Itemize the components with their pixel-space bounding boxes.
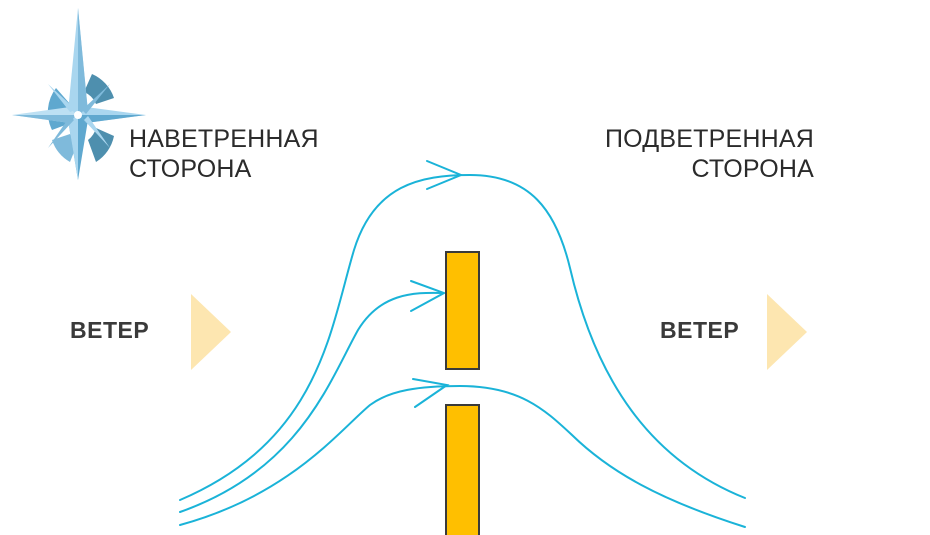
leeward-label-line1: ПОДВЕТРЕННАЯ — [604, 125, 814, 153]
streamline-bottom — [179, 384, 746, 528]
compass-rose-icon — [12, 8, 146, 180]
barrier-upper — [445, 251, 480, 370]
leeward-label-line2: СТОРОНА — [691, 155, 814, 183]
wind-arrow-left-icon — [191, 294, 231, 370]
streamline-middle-arrow — [410, 280, 447, 312]
streamline-bottom-arrow — [412, 378, 450, 408]
leeward-side-label: ПОДВЕТРЕННАЯ СТОРОНА — [605, 124, 814, 184]
wind-arrow-right-icon — [767, 294, 807, 370]
airflow-lines — [179, 160, 746, 528]
wind-label-left: ВЕТЕР — [70, 317, 150, 343]
windward-side-label: НАВЕТРЕННАЯ СТОРОНА — [129, 124, 319, 184]
windward-label-line1: НАВЕТРЕННАЯ — [129, 125, 319, 153]
streamline-top — [179, 173, 746, 501]
streamline-middle — [179, 291, 444, 513]
streamline-top-arrow — [426, 160, 464, 190]
barrier-lower — [445, 404, 480, 535]
wind-label-right: ВЕТЕР — [660, 317, 740, 343]
windward-label-line2: СТОРОНА — [129, 155, 252, 183]
